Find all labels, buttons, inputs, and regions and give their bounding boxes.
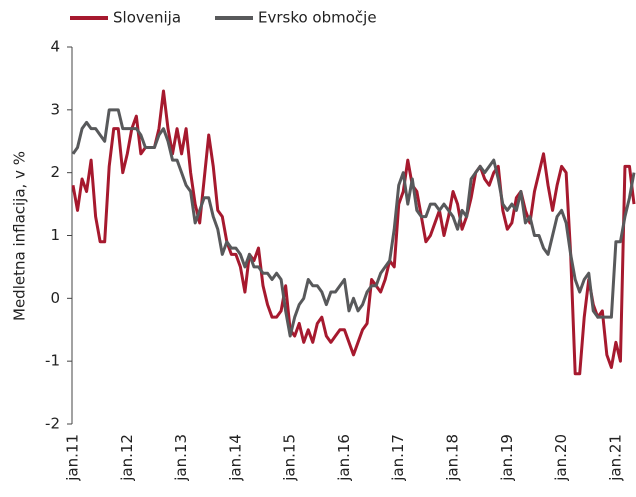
series-line (71, 89, 636, 376)
x-tick-label: jan.20 (552, 434, 570, 482)
x-tick-label: jan.14 (226, 434, 244, 482)
y-tick-label: -1 (45, 352, 60, 370)
y-axis-label: Medletna inflacija, v % (11, 151, 29, 321)
y-tick-label: 4 (50, 38, 60, 56)
x-tick-label: jan.12 (118, 434, 136, 482)
y-tick-label: 0 (50, 289, 60, 307)
x-tick-label: jan.11 (64, 434, 82, 482)
series-line (71, 108, 636, 338)
y-tick-label: 2 (50, 163, 60, 181)
legend-label: Slovenija (113, 9, 181, 27)
y-tick-label: 3 (50, 100, 60, 118)
x-tick-label: jan.17 (389, 434, 407, 482)
y-tick-label: -2 (45, 415, 60, 433)
x-tick-label: jan.18 (444, 434, 462, 482)
y-tick-label: 1 (50, 226, 60, 244)
x-tick-label: jan.16 (335, 434, 353, 482)
x-tick-label: jan.15 (281, 434, 299, 482)
x-tick-label: jan.19 (498, 434, 516, 482)
x-tick-label: jan.13 (172, 434, 190, 482)
x-tick-label: jan.21 (606, 434, 624, 482)
legend-label: Evrsko območje (258, 9, 377, 27)
